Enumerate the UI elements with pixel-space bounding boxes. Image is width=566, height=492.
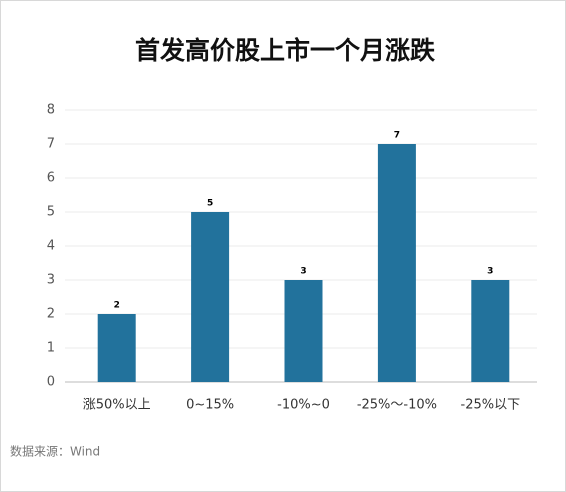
x-tick-label: -25%以下 (461, 398, 521, 413)
value-label: 3 (300, 267, 306, 277)
bar (97, 314, 136, 382)
x-tick-label: 0~15% (186, 398, 234, 413)
value-label: 7 (394, 131, 400, 141)
y-tick-label: 7 (47, 137, 55, 152)
bar (377, 144, 416, 382)
y-tick-label: 0 (47, 375, 55, 390)
value-label: 2 (114, 301, 120, 311)
bar (284, 280, 323, 382)
x-tick-label: -25%～-10% (357, 398, 437, 413)
bar (471, 280, 510, 382)
x-tick-label: -10%~0 (277, 398, 330, 413)
y-tick-label: 1 (47, 341, 55, 356)
y-tick-label: 5 (47, 205, 55, 220)
chart-title: 首发高价股上市一个月涨跌 (135, 36, 435, 65)
x-tick-label: 涨50%以上 (83, 398, 151, 413)
source-note: 数据来源：Wind (10, 444, 100, 459)
y-tick-label: 4 (47, 239, 55, 254)
y-tick-label: 6 (47, 171, 55, 186)
value-label: 5 (207, 199, 213, 209)
value-label: 3 (487, 267, 493, 277)
y-tick-label: 3 (47, 273, 55, 288)
y-tick-label: 8 (47, 103, 55, 118)
bar (191, 212, 230, 382)
y-tick-label: 2 (47, 307, 55, 322)
